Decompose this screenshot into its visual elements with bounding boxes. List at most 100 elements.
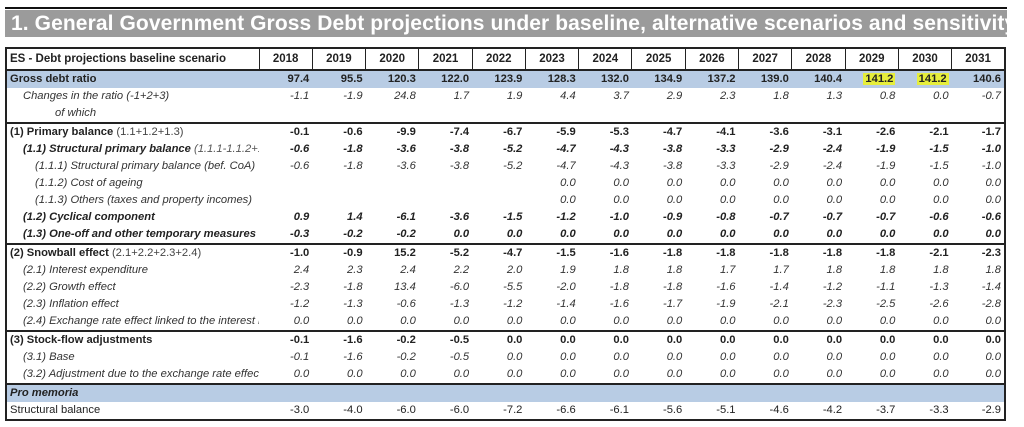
row-label-cell: (3) Stock-flow adjustments (6, 331, 259, 349)
row-label: (3.1) Base (23, 351, 75, 363)
value-cell: 0.0 (845, 192, 898, 209)
value-cell (525, 384, 579, 402)
value-cell: -4.0 (312, 402, 365, 420)
value-cell: -1.5 (525, 244, 578, 262)
cell-value: -6.1 (396, 211, 416, 223)
cell-value: -2.3 (822, 298, 843, 310)
cell-value: 0.0 (506, 228, 523, 240)
value-cell: -5.6 (632, 402, 685, 420)
value-cell: -1.2 (525, 209, 578, 226)
value-cell: -0.7 (739, 209, 792, 226)
value-cell (472, 105, 526, 124)
cell-value: -1.5 (503, 211, 523, 223)
value-cell: 0.0 (578, 366, 632, 385)
cell-value: 0.0 (879, 368, 896, 380)
value-cell: -0.5 (419, 331, 472, 349)
cell-value: -5.2 (449, 247, 470, 259)
value-cell: 0.0 (472, 349, 525, 366)
value-cell: 0.0 (259, 366, 313, 385)
row-label-cell: (2.2) Growth effect (6, 279, 259, 296)
value-cell (631, 384, 686, 402)
cell-value: 0.0 (985, 177, 1001, 189)
cell-value: -1.3 (929, 281, 949, 293)
value-cell: -5.3 (579, 123, 632, 141)
row-label-cell: Pro memoria (6, 384, 259, 402)
cell-value: -1.6 (716, 281, 736, 293)
cell-value: -0.7 (822, 211, 843, 223)
year-header: 2018 (258, 48, 313, 71)
cell-value: -1.9 (716, 298, 736, 310)
value-cell: -3.6 (366, 141, 419, 158)
value-cell: 0.0 (579, 349, 632, 366)
row-label-cell: (1.2) Cyclical component (6, 209, 259, 226)
value-cell: -4.6 (739, 402, 792, 420)
cell-value: 0.0 (773, 334, 789, 346)
value-cell: 1.8 (632, 262, 685, 279)
table-row: of which (6, 105, 1005, 124)
value-cell: 0.0 (951, 313, 1005, 332)
cell-value: 0.0 (773, 351, 789, 363)
value-cell: 137.2 (685, 70, 739, 88)
row-label-cell: Structural balance (6, 402, 259, 420)
cell-value: 0.0 (933, 177, 949, 189)
year-header: 2027 (738, 48, 792, 71)
cell-value: -1.8 (662, 247, 683, 259)
cell-value: -1.5 (556, 247, 576, 259)
value-cell: 1.7 (739, 262, 792, 279)
value-cell: -5.1 (685, 402, 738, 420)
cell-value: 0.0 (560, 177, 576, 189)
value-cell: -0.2 (312, 226, 366, 245)
cell-value: -3.8 (662, 143, 683, 155)
value-cell: 24.8 (366, 88, 419, 105)
cell-value: 1.8 (985, 264, 1001, 276)
cell-value: 0.0 (879, 351, 896, 363)
cell-value: 0.0 (400, 368, 416, 380)
cell-value: -1.7 (662, 298, 683, 310)
cell-value: -6.7 (503, 126, 523, 138)
value-cell (312, 384, 366, 402)
cell-value: -5.5 (503, 281, 523, 293)
value-cell (259, 175, 312, 192)
value-cell: -0.2 (365, 226, 419, 245)
cell-value: -0.7 (876, 211, 896, 223)
year-header: 2028 (791, 48, 846, 71)
year-header: 2022 (471, 48, 526, 71)
cell-value: 1.8 (773, 90, 789, 102)
value-cell: 0.0 (951, 226, 1005, 245)
value-cell: -3.1 (792, 123, 845, 141)
cell-value: 122.0 (441, 73, 470, 85)
cell-value: -0.7 (981, 90, 1001, 102)
cell-value: -0.9 (662, 211, 683, 223)
value-cell: 2.4 (259, 262, 312, 279)
value-cell: 2.2 (419, 262, 472, 279)
value-cell: -1.6 (312, 349, 365, 366)
cell-value: -1.2 (556, 211, 576, 223)
value-cell: -1.8 (739, 244, 792, 262)
value-cell: 0.0 (418, 226, 473, 245)
value-cell: 0.0 (792, 331, 845, 349)
cell-value: 1.8 (879, 264, 896, 276)
value-cell: 0.0 (845, 226, 899, 245)
cell-value: 0.0 (293, 315, 310, 327)
value-cell: -3.6 (739, 123, 792, 141)
value-cell (845, 384, 899, 402)
row-label: (2.1) Interest expenditure (23, 264, 148, 276)
value-cell: 0.0 (738, 313, 792, 332)
cell-value: 0.0 (666, 368, 683, 380)
cell-value: -1.8 (822, 247, 843, 259)
table-row: (2) Snowball effect (2.1+2.2+2.3+2.4) -1.… (6, 244, 1005, 262)
value-cell: 1.8 (792, 262, 845, 279)
value-cell: -0.6 (312, 123, 365, 141)
cell-value: 120.3 (387, 73, 416, 85)
value-cell: 0.0 (578, 226, 632, 245)
cell-value: -1.8 (769, 247, 789, 259)
value-cell: 0.0 (472, 331, 525, 349)
cell-value: -9.9 (396, 126, 416, 138)
value-cell: 1.8 (845, 262, 898, 279)
cell-value: -1.4 (769, 281, 789, 293)
value-cell (365, 105, 419, 124)
value-cell: 0.0 (525, 175, 578, 192)
value-cell: 132.0 (578, 70, 632, 88)
cell-value: 0.0 (506, 315, 523, 327)
year-header: 2025 (631, 48, 686, 71)
